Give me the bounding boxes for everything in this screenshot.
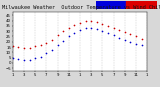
Point: [79, 22, 81, 23]
Point: [62, 31, 64, 32]
Point: [45, 53, 48, 54]
Point: [129, 34, 132, 35]
Point: [28, 59, 31, 60]
Bar: [126, 1, 157, 9]
Point: [40, 44, 42, 46]
Point: [34, 57, 36, 58]
Text: Milwaukee Weather  Outdoor Temperature vs Wind Chill (24 Hours): Milwaukee Weather Outdoor Temperature vs…: [2, 5, 160, 10]
Point: [23, 47, 25, 49]
Point: [107, 25, 109, 27]
Point: [17, 58, 20, 59]
Point: [112, 35, 115, 36]
Point: [68, 27, 70, 29]
Point: [84, 27, 87, 29]
Point: [51, 50, 53, 51]
Point: [73, 33, 76, 34]
Point: [56, 35, 59, 36]
Point: [40, 56, 42, 57]
Point: [84, 20, 87, 21]
Point: [79, 29, 81, 31]
Point: [124, 39, 126, 40]
Point: [90, 27, 92, 29]
Point: [140, 44, 143, 46]
Point: [140, 38, 143, 39]
Point: [112, 27, 115, 29]
Point: [135, 43, 137, 45]
Point: [96, 28, 98, 30]
Point: [101, 23, 104, 25]
Point: [34, 45, 36, 47]
Bar: [96, 1, 126, 9]
Point: [28, 47, 31, 49]
Point: [73, 24, 76, 26]
Point: [90, 20, 92, 21]
Point: [17, 46, 20, 48]
Point: [118, 37, 120, 38]
Point: [56, 44, 59, 46]
Point: [23, 59, 25, 60]
Point: [129, 41, 132, 42]
Point: [62, 40, 64, 41]
Point: [68, 36, 70, 37]
Point: [45, 42, 48, 44]
Point: [101, 31, 104, 32]
Point: [12, 45, 14, 47]
Point: [135, 36, 137, 37]
Point: [107, 33, 109, 34]
Point: [118, 29, 120, 31]
Point: [96, 21, 98, 22]
Point: [124, 32, 126, 33]
Point: [51, 39, 53, 40]
Point: [12, 57, 14, 58]
